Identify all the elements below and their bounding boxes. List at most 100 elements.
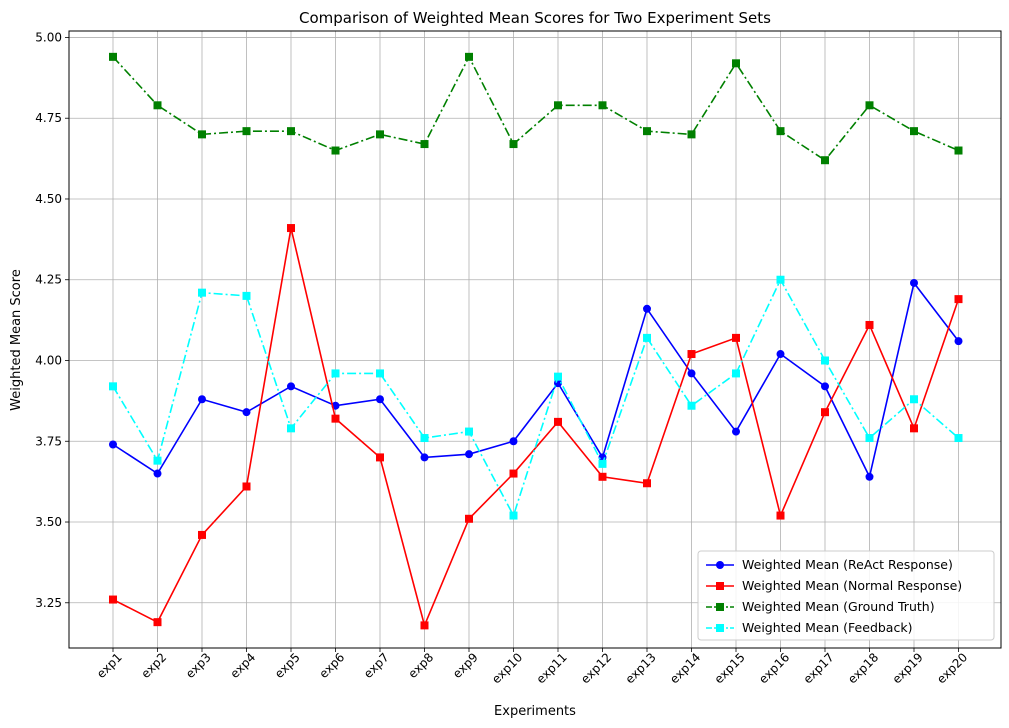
data-point: [687, 369, 696, 378]
data-point: [153, 101, 162, 110]
data-point: [954, 337, 963, 346]
data-point: [732, 59, 740, 68]
data-point: [643, 333, 651, 342]
legend: Weighted Mean (ReAct Response) Weighted M…: [697, 550, 995, 641]
data-point: [331, 369, 340, 378]
data-point: [420, 434, 429, 443]
y-tick-label: 4.50: [35, 192, 62, 206]
data-point: [376, 369, 384, 378]
data-point: [821, 408, 829, 417]
data-point: [109, 382, 117, 391]
data-point: [109, 595, 117, 604]
series-4: [109, 275, 963, 520]
legend-marker: [716, 582, 724, 590]
data-point: [242, 408, 251, 417]
data-point: [954, 146, 963, 155]
data-point: [598, 472, 607, 481]
legend-entry: Weighted Mean (ReAct Response): [706, 557, 953, 572]
data-point: [287, 382, 295, 391]
legend-label: Weighted Mean (Ground Truth): [742, 599, 935, 614]
data-point: [153, 456, 162, 465]
y-axis-ticks: 3.25 3.50 3.75 4.00 4.25 4.50 4.75 5.00: [35, 30, 69, 610]
data-point: [331, 414, 340, 423]
chart-title: Comparison of Weighted Mean Scores for T…: [299, 9, 771, 27]
series-1: [109, 278, 963, 481]
data-point: [465, 52, 473, 61]
data-point: [465, 514, 473, 523]
data-point: [954, 434, 963, 443]
data-point: [376, 395, 384, 404]
data-point: [376, 453, 384, 462]
data-point: [910, 127, 918, 136]
data-point: [910, 395, 918, 404]
legend-marker: [716, 624, 724, 632]
data-point: [776, 350, 785, 359]
data-point: [865, 101, 874, 110]
data-point: [509, 437, 518, 446]
y-axis-label: Weighted Mean Score: [9, 269, 24, 411]
legend-marker: [716, 603, 724, 611]
legend-label: Weighted Mean (ReAct Response): [742, 557, 953, 572]
series-line: [112, 227, 960, 628]
data-point: [776, 127, 785, 136]
data-point: [865, 472, 874, 481]
plot-area-frame: [68, 30, 1002, 649]
data-point: [242, 482, 251, 491]
data-point: [153, 618, 162, 627]
data-point: [732, 333, 740, 342]
y-tick-label: 3.25: [35, 596, 62, 610]
series-3: [109, 52, 963, 165]
data-point: [910, 424, 918, 433]
data-point: [198, 395, 206, 404]
data-point: [598, 101, 607, 110]
data-point: [465, 427, 473, 436]
data-point: [598, 459, 607, 468]
data-point: [198, 288, 206, 297]
data-point: [109, 52, 117, 61]
y-tick-label: 5.00: [35, 30, 62, 44]
data-point: [865, 320, 874, 329]
series-line: [112, 281, 960, 480]
data-point: [643, 304, 651, 313]
data-point: [420, 621, 429, 630]
y-tick-label: 4.00: [35, 353, 62, 367]
data-point: [198, 530, 206, 539]
data-point: [910, 278, 918, 287]
series-2: [109, 224, 963, 630]
legend-label: Weighted Mean (Normal Response): [742, 578, 962, 593]
data-point: [776, 275, 785, 284]
data-point: [732, 427, 740, 436]
data-point: [153, 469, 162, 478]
data-point: [242, 291, 251, 300]
series-line: [112, 277, 960, 518]
y-tick-label: 4.25: [35, 273, 62, 287]
data-point: [242, 127, 251, 136]
legend-label: Weighted Mean (Feedback): [742, 620, 912, 635]
data-point: [865, 434, 874, 443]
data-point: [554, 372, 562, 381]
data-point: [287, 424, 295, 433]
legend-entry: Weighted Mean (Ground Truth): [706, 599, 935, 614]
y-tick-label: 3.50: [35, 515, 62, 529]
data-point: [198, 130, 206, 139]
data-point: [554, 101, 562, 110]
data-point: [821, 356, 829, 365]
data-point: [509, 511, 518, 520]
data-point: [376, 130, 384, 139]
legend-box: [697, 550, 995, 641]
data-point: [821, 382, 829, 391]
data-point: [420, 140, 429, 149]
legend-marker: [716, 561, 724, 569]
data-point: [509, 469, 518, 478]
data-point: [554, 417, 562, 426]
series-line: [112, 55, 959, 162]
data-point: [287, 224, 295, 233]
data-point: [687, 130, 696, 139]
series-lines: [109, 52, 963, 630]
data-point: [109, 440, 117, 449]
y-tick-label: 3.75: [35, 434, 62, 448]
x-axis-label: Experiments: [494, 704, 576, 719]
data-point: [776, 511, 785, 520]
data-point: [821, 156, 829, 165]
